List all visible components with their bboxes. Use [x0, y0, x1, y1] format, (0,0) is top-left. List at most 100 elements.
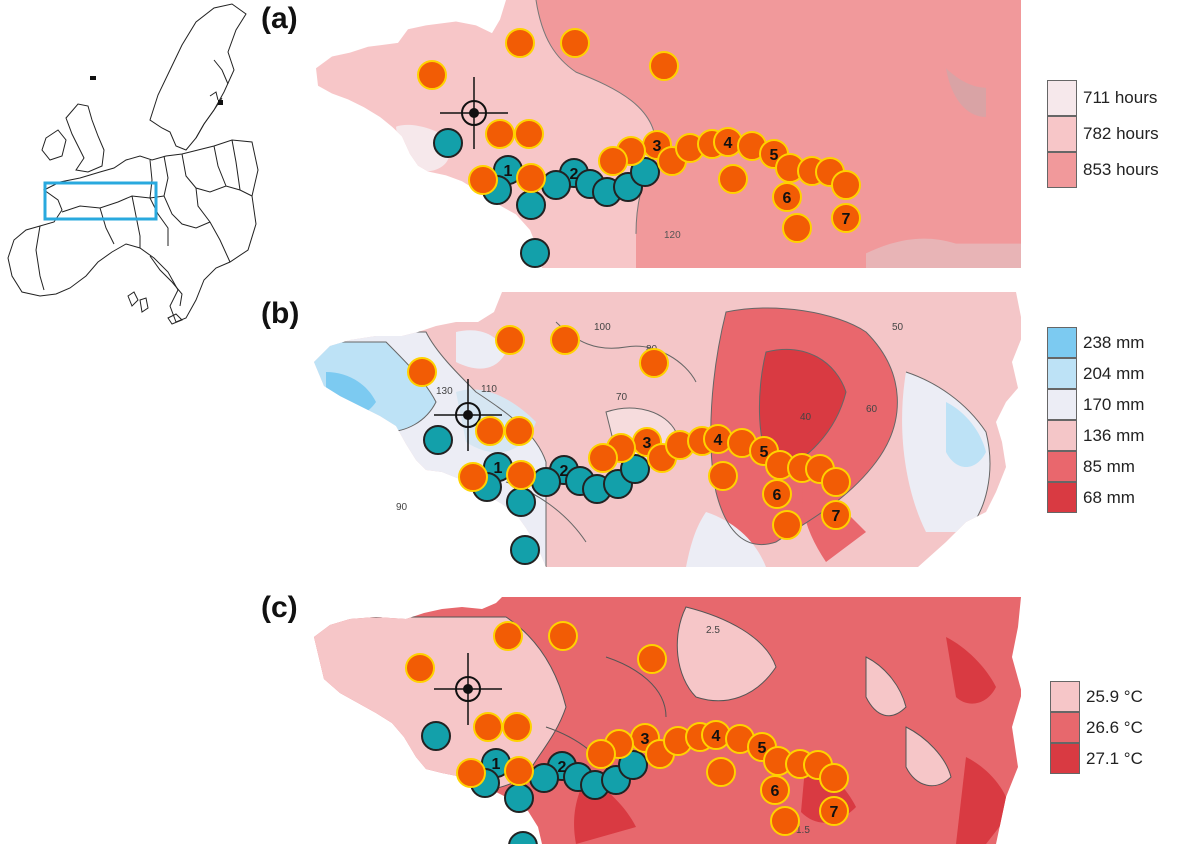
orange-site-marker: [586, 739, 616, 769]
orange-site-marker: [819, 763, 849, 793]
orange-site-marker: [473, 712, 503, 742]
orange-site-marker: [417, 60, 447, 90]
legend-label: 170 mm: [1083, 394, 1145, 414]
legend-swatch: [1047, 420, 1077, 451]
site-number-label: 5: [758, 740, 767, 757]
orange-site-marker: [485, 119, 515, 149]
orange-site-marker: [831, 203, 861, 233]
legend-label: 711 hours: [1083, 88, 1158, 107]
site-number-label: 7: [832, 508, 841, 525]
orange-site-marker: [762, 479, 792, 509]
legend-label: 68 mm: [1083, 487, 1135, 507]
crosshair-marker-icon: [440, 77, 508, 149]
site-number-label: 4: [724, 135, 733, 152]
site-number-label: 5: [770, 147, 779, 164]
site-number-label: 6: [773, 487, 782, 504]
legend-panel-a: 711 hours 782 hours 853 hours: [1047, 80, 1159, 188]
orange-site-marker: [458, 462, 488, 492]
orange-site-marker: [760, 775, 790, 805]
teal-site-marker: [433, 128, 463, 158]
legend-label: 27.1 °C: [1086, 748, 1143, 768]
study-area-box: [43, 181, 158, 221]
contour-label-b-130: 130: [436, 386, 453, 397]
legend-swatch: [1047, 358, 1077, 389]
panel-label-a: (a): [261, 2, 298, 35]
orange-site-marker: [708, 461, 738, 491]
legend-swatch: [1050, 743, 1080, 774]
ireland-outline: [41, 129, 67, 161]
orange-site-marker: [639, 348, 669, 378]
site-number-label: 1: [504, 163, 513, 180]
legend-item: 85 mm: [1047, 451, 1144, 482]
contour-label-b-70: 70: [616, 392, 628, 403]
legend-label: 853 hours: [1083, 160, 1159, 179]
teal-site-marker: [531, 467, 561, 497]
site-number-label: 4: [714, 432, 723, 449]
legend-swatch: [1047, 482, 1077, 513]
orange-site-marker: [637, 644, 667, 674]
legend-swatch: [1047, 451, 1077, 482]
site-number-label: 2: [570, 166, 579, 183]
contour-label-c-2-5: 2.5: [706, 625, 720, 636]
legend-item: 136 mm: [1047, 420, 1144, 451]
teal-site-marker: [541, 170, 571, 200]
uk-outline: [65, 103, 105, 173]
teal-site-marker: [506, 487, 536, 517]
orange-site-marker: [772, 182, 802, 212]
legend-swatch: [1047, 327, 1077, 358]
teal-site-marker: [504, 783, 534, 813]
orange-site-marker: [550, 325, 580, 355]
orange-site-marker: [504, 756, 534, 786]
contour-label-b-50: 50: [892, 322, 904, 333]
teal-site-marker: [529, 763, 559, 793]
teal-site-marker: [618, 750, 648, 780]
legend-swatch: [1047, 116, 1077, 152]
site-number-label: 7: [842, 211, 851, 228]
orange-site-marker: [548, 621, 578, 651]
site-number-label: 2: [558, 759, 567, 776]
orange-site-marker: [821, 467, 851, 497]
crosshair-marker-icon: [434, 379, 502, 451]
legend-item: 68 mm: [1047, 482, 1144, 513]
contour-label-c-1-5: 1.5: [796, 825, 810, 836]
site-number-label: 3: [641, 731, 650, 748]
panel-label-c: (c): [261, 591, 298, 624]
orange-site-marker: [405, 653, 435, 683]
orange-site-marker: [819, 796, 849, 826]
teal-site-marker: [421, 721, 451, 751]
teal-site-marker: [630, 157, 660, 187]
site-number-label: 6: [771, 783, 780, 800]
orange-site-marker: [468, 165, 498, 195]
legend-swatch: [1050, 712, 1080, 743]
orange-site-marker: [782, 213, 812, 243]
orange-site-marker: [493, 621, 523, 651]
orange-site-marker: [514, 119, 544, 149]
legend-swatch: [1047, 389, 1077, 420]
site-number-label: 1: [492, 756, 501, 773]
contour-label-a: 120: [664, 230, 681, 241]
contour-label-b-90: 90: [396, 502, 408, 513]
orange-site-marker: [475, 416, 505, 446]
orange-site-marker: [502, 712, 532, 742]
orange-site-marker: [560, 28, 590, 58]
orange-site-marker: [506, 460, 536, 490]
orange-site-marker: [772, 510, 802, 540]
orange-site-marker: [718, 164, 748, 194]
legend-item: 238 mm: [1047, 327, 1144, 358]
legend-item: 25.9 °C: [1050, 681, 1143, 712]
legend-item: 27.1 °C: [1050, 743, 1143, 774]
legend-item: 26.6 °C: [1050, 712, 1143, 743]
orange-site-marker: [505, 28, 535, 58]
legend-label: 238 mm: [1083, 332, 1145, 352]
legend-item: 711 hours: [1047, 80, 1159, 116]
teal-site-marker: [620, 454, 650, 484]
orange-site-marker: [598, 146, 628, 176]
legend-swatch: [1047, 80, 1077, 116]
orange-site-marker: [831, 170, 861, 200]
legend-label: 782 hours: [1083, 124, 1159, 143]
teal-site-marker: [423, 425, 453, 455]
legend-item: 853 hours: [1047, 152, 1159, 188]
map-panel-b: 130 110 100 90 80 70 60 50 40: [314, 292, 1021, 567]
crosshair-marker-icon: [434, 653, 502, 725]
orange-site-marker: [504, 416, 534, 446]
